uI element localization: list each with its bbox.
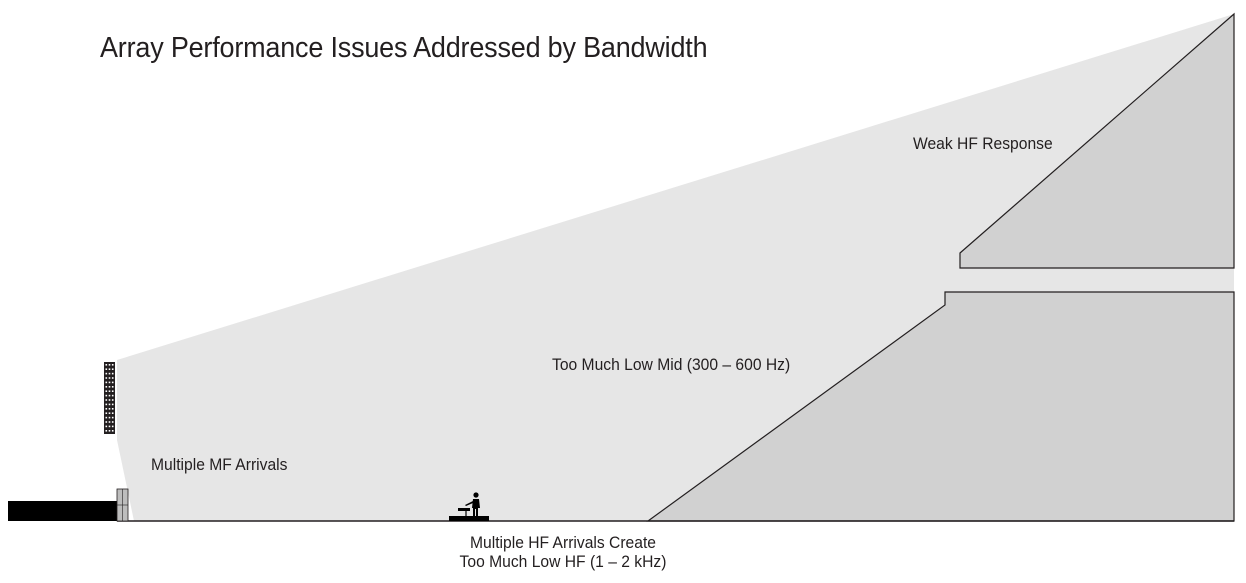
array-grille-dot	[105, 390, 108, 392]
array-grille-dot	[105, 368, 108, 370]
array-grille-dot	[111, 377, 114, 379]
array-grille-dot	[108, 381, 111, 384]
array-grille-dot	[108, 412, 111, 414]
array-grille-dot	[111, 412, 114, 414]
array-grille-dot	[111, 421, 114, 423]
array-grille-dot	[105, 403, 108, 406]
array-grille-dot	[111, 390, 114, 392]
array-grille-dot	[105, 425, 108, 428]
array-grille-dot	[111, 368, 114, 370]
array-grille-dot	[108, 390, 111, 392]
line-array-speaker-icon	[104, 362, 115, 434]
array-grille-dot	[105, 421, 108, 423]
multiple-hf-arrivals-line1: Multiple HF Arrivals Create	[469, 533, 656, 552]
array-grille-dot	[111, 408, 114, 410]
array-grille-dot	[111, 394, 114, 397]
upper-balcony	[959, 12, 1235, 269]
array-grille-dot	[105, 381, 108, 384]
array-grille-dot	[105, 394, 108, 397]
array-grille-dot	[108, 430, 111, 432]
array-grille-dot	[108, 399, 111, 401]
array-grille-dot	[105, 364, 108, 366]
array-grille-dot	[108, 386, 111, 388]
multiple-hf-arrivals-label: Multiple HF Arrivals Create Too Much Low…	[430, 533, 697, 571]
array-grille-dot	[108, 377, 111, 379]
page-title: Array Performance Issues Addressed by Ba…	[100, 32, 708, 64]
array-grille-dot	[105, 372, 108, 375]
multiple-mf-arrivals-label: Multiple MF Arrivals	[151, 455, 288, 474]
array-grille-dot	[105, 377, 108, 379]
weak-hf-response-label: Weak HF Response	[913, 134, 1053, 153]
array-grille-dot	[111, 381, 114, 384]
array-grille-dot	[111, 425, 114, 428]
array-grille-dot	[105, 408, 108, 410]
array-grille-dot	[108, 421, 111, 423]
array-grille-dot	[108, 364, 111, 366]
array-grille-dot	[108, 403, 111, 406]
multiple-hf-arrivals-line2: Too Much Low HF (1 – 2 kHz)	[459, 552, 667, 571]
array-grille-dot	[105, 412, 108, 414]
array-grille-dot	[111, 430, 114, 432]
array-grille-dot	[108, 368, 111, 370]
array-grille-dot	[111, 416, 114, 419]
low-mid-label: Too Much Low Mid (300 – 600 Hz)	[552, 355, 791, 374]
stage-block	[8, 501, 117, 521]
array-grille-dot	[111, 399, 114, 401]
array-grille-dot	[105, 430, 108, 432]
array-grille-dot	[108, 425, 111, 428]
array-grille-dot	[108, 394, 111, 397]
array-grille-dot	[111, 372, 114, 375]
array-grille-dot	[105, 416, 108, 419]
array-grille-dot	[108, 408, 111, 410]
array-grille-dot	[108, 416, 111, 419]
array-grille-dot	[105, 399, 108, 401]
array-grille-dot	[108, 372, 111, 375]
array-grille-dot	[111, 364, 114, 366]
array-grille-dot	[105, 386, 108, 388]
array-grille-dot	[111, 403, 114, 406]
listener-icon	[449, 492, 489, 521]
array-grille-dot	[111, 386, 114, 388]
ground-speaker-icon	[116, 488, 129, 522]
